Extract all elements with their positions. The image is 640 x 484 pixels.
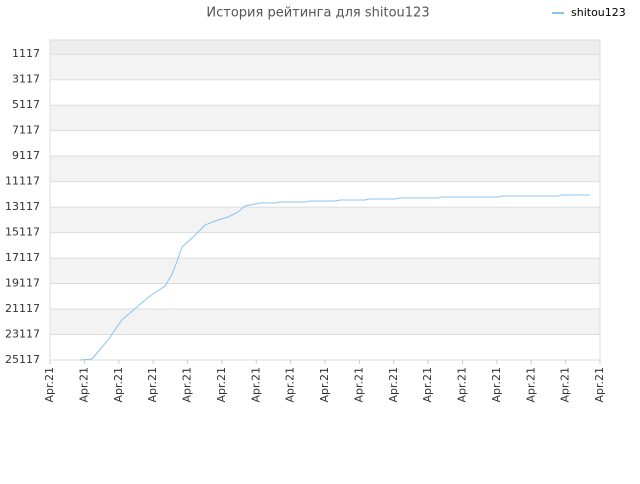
legend-label: shitou123 bbox=[571, 6, 626, 19]
band bbox=[50, 309, 600, 335]
band bbox=[50, 283, 600, 310]
band bbox=[50, 54, 600, 80]
y-tick-label: 17117 bbox=[5, 251, 40, 264]
y-tick-label: 9117 bbox=[12, 149, 40, 162]
x-tick-label: Apr.21 bbox=[593, 367, 606, 403]
y-tick-label: 1117 bbox=[12, 47, 40, 60]
band bbox=[50, 258, 600, 284]
band bbox=[50, 334, 600, 360]
y-tick-label: 19117 bbox=[5, 277, 40, 290]
x-tick-label: Apr.21 bbox=[77, 367, 90, 403]
x-tick-label: Apr.21 bbox=[421, 367, 434, 403]
x-tick-label: Apr.21 bbox=[112, 367, 125, 403]
x-tick-label: Apr.21 bbox=[559, 367, 572, 403]
x-tick-label: Apr.21 bbox=[387, 367, 400, 403]
x-tick-label: Apr.21 bbox=[146, 367, 159, 403]
y-tick-label: 15117 bbox=[5, 226, 40, 239]
x-tick-label: Apr.21 bbox=[318, 367, 331, 403]
band bbox=[50, 232, 600, 259]
y-tick-label: 7117 bbox=[12, 124, 40, 137]
band bbox=[50, 156, 600, 182]
x-tick-label: Apr.21 bbox=[284, 367, 297, 403]
band bbox=[50, 130, 600, 157]
y-tick-label: 23117 bbox=[5, 328, 40, 341]
line-series bbox=[79, 194, 591, 361]
y-tick-label: 11117 bbox=[5, 175, 40, 188]
y-tick-label: 25117 bbox=[5, 353, 40, 366]
x-tick-label: Apr.21 bbox=[249, 367, 262, 403]
x-tick-label: Apr.21 bbox=[352, 367, 365, 403]
band bbox=[50, 79, 600, 106]
x-tick-label: Apr.21 bbox=[490, 367, 503, 403]
x-tick-label: Apr.21 bbox=[43, 367, 56, 403]
x-tick-label: Apr.21 bbox=[524, 367, 537, 403]
band bbox=[50, 181, 600, 208]
band bbox=[50, 207, 600, 233]
y-tick-label: 13117 bbox=[5, 200, 40, 213]
x-tick-label: Apr.21 bbox=[215, 367, 228, 403]
x-tick-label: Apr.21 bbox=[181, 367, 194, 403]
y-tick-label: 5117 bbox=[12, 98, 40, 111]
x-tick-label: Apr.21 bbox=[456, 367, 469, 403]
chart-title: История рейтинга для shitou123 bbox=[206, 6, 429, 21]
y-tick-label: 21117 bbox=[5, 302, 40, 315]
y-tick-label: 3117 bbox=[12, 73, 40, 86]
band bbox=[50, 105, 600, 131]
